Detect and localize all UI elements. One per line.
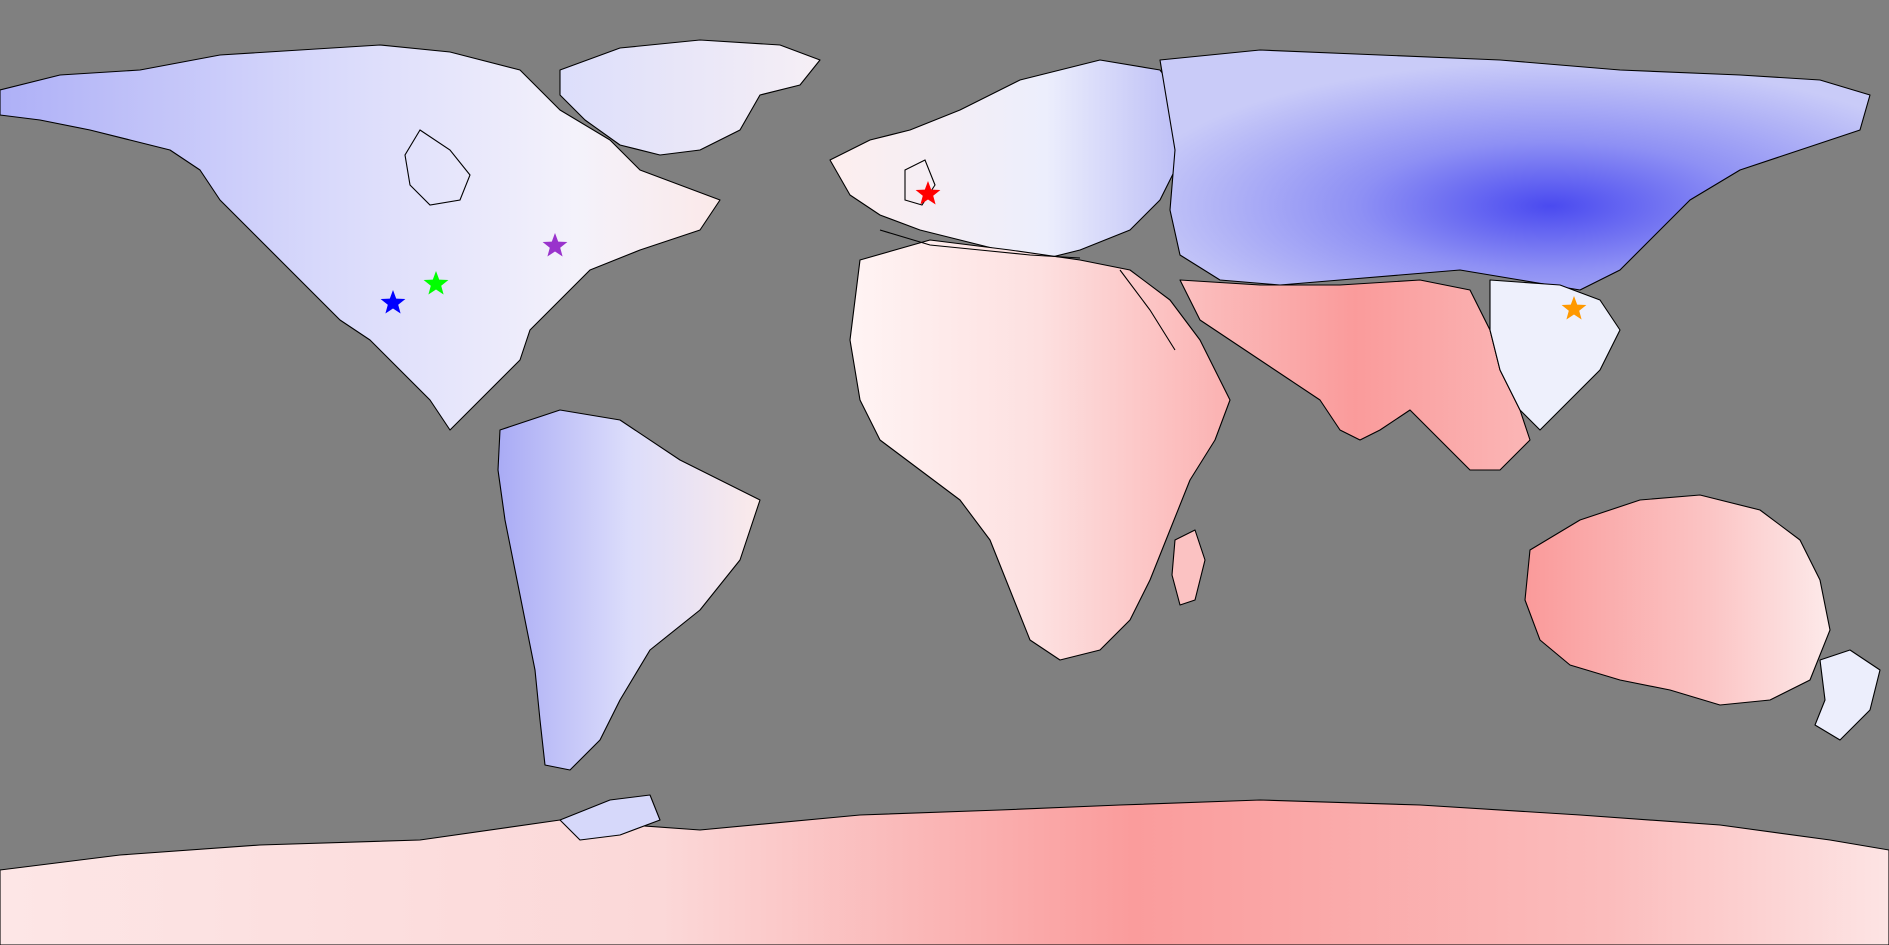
star-icon[interactable] (542, 233, 568, 257)
asia-region (1159, 49, 1871, 291)
star-icon[interactable] (1561, 296, 1587, 320)
antarctica-region (0, 799, 1889, 945)
hudson-bay-coastline (404, 129, 471, 206)
greenland-region (559, 39, 821, 156)
south-america-region (497, 409, 761, 771)
australia-region (1524, 494, 1831, 706)
south-asia-region (1179, 279, 1531, 471)
markers-layer (380, 181, 1587, 320)
east-asia-region (1489, 279, 1621, 431)
red-sea-coastline (1119, 269, 1176, 351)
star-icon[interactable] (380, 290, 406, 314)
star-icon[interactable] (915, 181, 941, 205)
new-zealand-region (1814, 649, 1881, 741)
antarctic-peninsula-region (559, 794, 661, 841)
star-icon[interactable] (423, 271, 449, 295)
north-america-region (0, 44, 721, 431)
madagascar-region (1171, 529, 1206, 606)
europe-region (829, 59, 1191, 261)
mediterranean-coastline (879, 229, 1081, 259)
africa-region (849, 239, 1231, 661)
